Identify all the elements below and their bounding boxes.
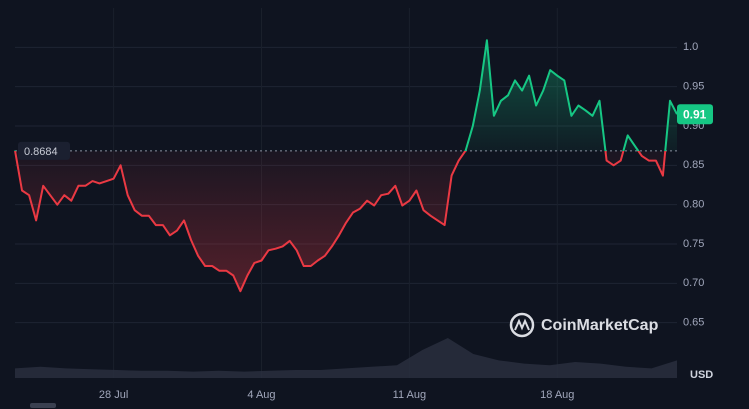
y-tick-label: 1.0 (683, 41, 698, 53)
y-tick-label: 0.80 (683, 199, 704, 211)
logo-mark (514, 318, 530, 331)
x-tick-label: 11 Aug (393, 389, 426, 401)
y-tick-label: 0.75 (683, 238, 704, 250)
watermark-text: CoinMarketCap (541, 317, 659, 334)
x-tick-label: 4 Aug (247, 389, 275, 401)
price-area (15, 40, 677, 292)
scrollbar (30, 403, 56, 408)
watermark: CoinMarketCap (509, 312, 659, 338)
y-tick-label: 0.95 (683, 81, 704, 93)
baseline-label: 0.8684 (24, 146, 58, 158)
y-tick-label: 0.65 (683, 317, 704, 329)
y-tick-label: 0.70 (683, 277, 704, 289)
price-label-box (677, 104, 713, 125)
baseline-label-box (18, 141, 70, 160)
x-tick-label: 18 Aug (540, 389, 574, 401)
volume-area (15, 338, 677, 378)
y-tick-label: 0.85 (683, 159, 704, 171)
x-tick-label: 28 Jul (99, 389, 128, 401)
price-label: 0.91 (683, 107, 707, 121)
currency-label: USD (690, 369, 713, 381)
price-line (14, 39, 678, 293)
logo (509, 312, 535, 338)
